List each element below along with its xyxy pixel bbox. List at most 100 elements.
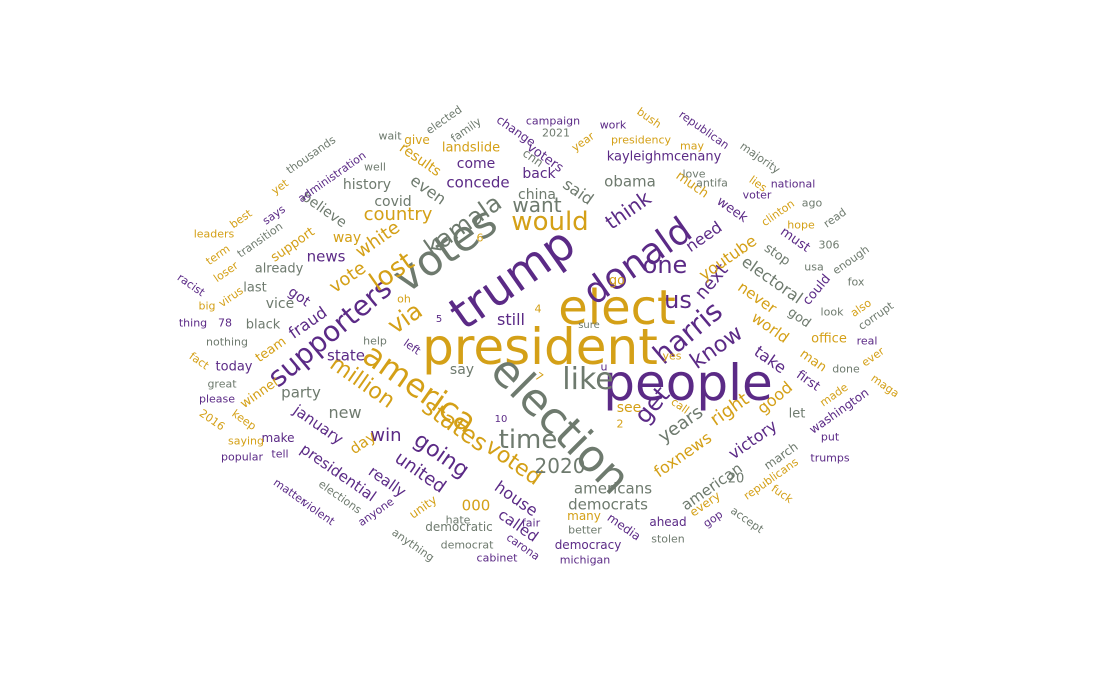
word-would: would [511,207,589,237]
word-think: think [600,185,656,235]
word-hate: hate [445,513,471,527]
word-wait: wait [378,129,402,143]
word-way: way [332,230,362,246]
word-national: national [770,177,816,191]
word-michigan: michigan [559,553,611,567]
word-landslide: landslide [441,140,501,156]
word-presidency: presidency [610,133,672,147]
word-2020: 2020 [534,454,586,478]
word-big: big [198,299,216,313]
word-work: work [599,118,627,132]
word-306: 306 [818,238,840,252]
word-yes: yes [662,349,682,363]
word-president: president [422,318,658,376]
word-well: well [364,160,386,174]
word-hope: hope [787,218,815,232]
word-need: need [681,217,726,256]
word-majority: majority [737,139,783,177]
word-leaders: leaders [193,227,235,241]
word-kayleighmcenany: kayleighmcenany [606,149,722,165]
word-state: state [327,346,365,365]
word-many: many [567,509,601,523]
word-4: 4 [534,302,542,316]
word-accept: accept [728,504,766,536]
word-winner: winner [237,374,283,412]
word-nothing: nothing [206,335,248,349]
word-maga: maga [868,371,902,401]
word-go: go [608,273,626,289]
word-democratic: democratic [425,520,493,534]
word-love: love [682,167,706,181]
word-office: office [811,331,847,347]
word-best: best [227,206,255,232]
word-history: history [342,177,392,193]
word-real: real [856,334,878,348]
word-country: country [363,204,433,225]
word-tell: tell [271,447,289,461]
word-last: last [243,280,267,296]
word-us: us [664,286,692,314]
word-americans: americans [573,479,653,498]
word-give: give [404,133,430,147]
word-help: help [363,334,387,348]
word-elect: elect [558,280,676,336]
word-usa: usa [804,260,824,274]
word-democrat: democrat [440,538,494,552]
word-thing: thing [178,316,208,330]
word-done: done [832,362,860,376]
word-20: 20 [727,471,745,487]
word-even: even [406,170,450,209]
word-god: god [784,304,814,332]
word-campaign: campaign [525,114,581,128]
word-ahead: ahead [649,515,687,529]
word-voter: voter [742,188,772,202]
word-2: 2 [616,417,624,431]
word-virus: virus [216,283,246,311]
word-china: china [518,187,556,203]
word-please: please [198,392,236,406]
word-may: may [680,139,704,153]
word-000: 000 [461,496,491,515]
word-today: today [215,359,253,375]
word-like: like [562,362,614,397]
word-new: new [328,403,362,422]
word-news: news [306,247,346,266]
word-see: see [616,400,642,416]
word-look: look [820,305,844,319]
word-78: 78 [218,316,232,330]
word-make: make [261,431,295,445]
word-people: people [603,354,773,412]
word-bush: bush [634,105,664,131]
word-win: win [370,425,402,446]
word-covid: covid [374,194,412,210]
word-fox: fox [847,275,865,289]
word-could: could [799,271,835,309]
word-2021: 2021 [542,126,570,140]
word-one: one [642,251,688,279]
word-unity: unity [406,492,440,522]
word-popular: popular [221,450,263,464]
word-want: want [512,193,562,217]
word-vice: vice [265,296,295,312]
word-black: black [245,317,281,333]
word-let: let [788,406,806,422]
word-better: better [568,523,602,537]
word-sure: sure [578,320,600,331]
word-party: party [281,383,321,402]
word-democracy: democracy [554,538,622,552]
word-ever: ever [859,344,887,370]
word-still: still [497,310,525,329]
word-5: 5 [435,314,443,325]
word-already: already [254,261,304,277]
word-concede: concede [446,173,510,192]
word-time: time [498,425,558,455]
word-ago: ago [801,196,823,210]
word-racist: racist [174,270,208,300]
word-matter: matter [270,475,310,509]
word-fair: fair [521,516,541,530]
word-trumps: trumps [810,451,850,465]
word-stolen: stolen [651,532,685,546]
word-keep: keep [229,407,259,433]
word-fact: fact [186,349,212,373]
